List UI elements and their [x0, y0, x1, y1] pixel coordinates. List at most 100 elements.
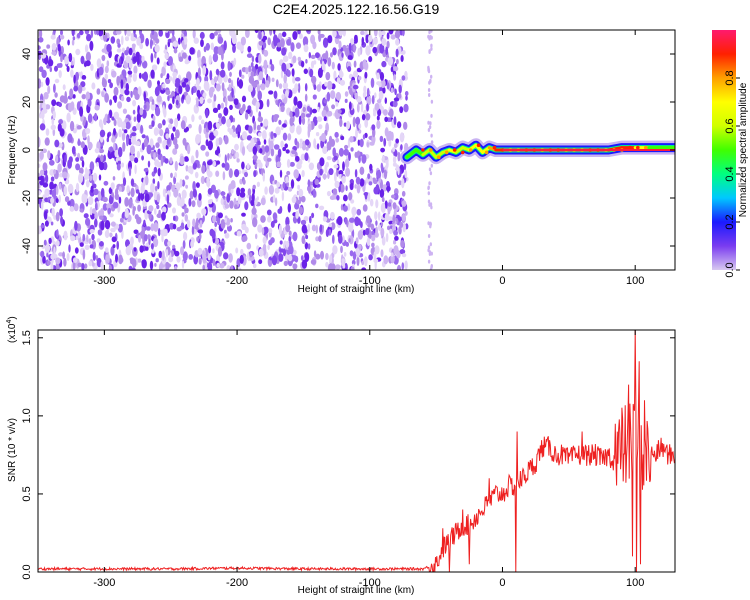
noise-blob — [337, 63, 341, 71]
noise-blob — [162, 104, 165, 115]
noise-blob — [252, 217, 258, 228]
noise-blob — [104, 220, 111, 230]
noise-blob — [284, 143, 289, 149]
noise-blob — [111, 70, 117, 78]
noise-blob — [110, 36, 116, 44]
noise-blob — [82, 233, 86, 242]
noise-blob — [167, 240, 172, 247]
noise-blob — [264, 186, 268, 195]
noise-blob — [153, 192, 157, 197]
noise-blob — [258, 54, 262, 64]
noise-blob — [326, 141, 332, 151]
noise-blob — [125, 82, 129, 92]
noise-blob — [63, 257, 67, 267]
noise-blob — [270, 148, 275, 157]
noise-blob — [221, 162, 226, 168]
noise-blob — [300, 112, 306, 119]
noise-blip — [428, 181, 431, 186]
noise-blob — [400, 144, 403, 151]
noise-blob — [96, 238, 101, 243]
noise-blob — [121, 133, 126, 141]
noise-blob — [246, 163, 250, 170]
noise-blob — [386, 82, 390, 90]
noise-blob — [356, 256, 360, 267]
noise-blob — [388, 216, 393, 221]
noise-blob — [334, 172, 337, 182]
noise-blob — [275, 79, 279, 88]
noise-blob — [355, 116, 361, 125]
noise-blob — [50, 176, 55, 182]
noise-blob — [388, 30, 394, 35]
noise-blob — [288, 51, 293, 60]
noise-blob — [282, 181, 286, 189]
noise-blob — [92, 183, 97, 189]
noise-blob — [223, 40, 227, 51]
noise-blob — [217, 137, 223, 146]
noise-blob — [218, 113, 222, 119]
noise-blob — [276, 161, 282, 168]
noise-blob — [212, 160, 216, 167]
snr-panel: -300 -200 -100 0 100 0.0 0.5 1.0 1.5 Height of s… — [6, 316, 676, 596]
noise-blob — [286, 69, 291, 77]
noise-blob — [262, 172, 265, 182]
noise-blob — [303, 44, 309, 53]
noise-blob — [291, 150, 297, 155]
noise-blob — [366, 215, 371, 224]
noise-blob — [199, 219, 203, 228]
noise-blob — [388, 138, 392, 147]
noise-blob — [339, 79, 346, 86]
noise-blob — [153, 152, 156, 161]
noise-blob — [228, 253, 233, 263]
noise-blob — [322, 216, 328, 222]
noise-blob — [157, 80, 160, 86]
noise-blob — [258, 259, 263, 265]
noise-blob — [158, 250, 163, 259]
noise-blob — [130, 135, 137, 145]
noise-blob — [45, 128, 50, 136]
noise-blob — [374, 245, 380, 255]
noise-blob — [273, 34, 278, 45]
noise-blob — [109, 99, 113, 106]
noise-blob — [40, 201, 44, 210]
noise-blob — [156, 57, 160, 65]
noise-blob — [195, 77, 200, 87]
noise-blob — [43, 210, 48, 220]
noise-blob — [110, 182, 115, 190]
noise-blob — [100, 220, 105, 231]
noise-blob — [215, 68, 220, 76]
noise-blob — [112, 244, 116, 249]
noise-blob — [209, 228, 215, 237]
noise-blob — [377, 108, 382, 117]
noise-blob — [330, 52, 333, 58]
noise-blob — [361, 260, 365, 266]
noise-blob — [66, 65, 70, 72]
noise-blob — [247, 84, 253, 93]
noise-blob — [91, 82, 96, 90]
signal-peak — [644, 145, 648, 150]
noise-blob — [309, 215, 312, 224]
noise-blob — [370, 223, 375, 230]
noise-blob — [146, 226, 151, 231]
noise-blob — [138, 234, 141, 243]
noise-blob — [79, 30, 84, 36]
noise-blob — [376, 120, 381, 130]
noise-blob — [399, 106, 404, 114]
noise-blob — [165, 263, 172, 268]
noise-blob — [161, 66, 166, 76]
noise-blob — [278, 32, 283, 40]
noise-blob — [380, 227, 385, 237]
noise-blob — [172, 41, 178, 47]
noise-blob — [322, 173, 327, 180]
noise-blob — [104, 92, 109, 103]
noise-blob — [287, 254, 293, 262]
noise-blob — [69, 198, 75, 209]
noise-blob — [162, 188, 166, 198]
noise-blob — [124, 197, 129, 207]
noise-blob — [240, 248, 244, 256]
noise-blob — [125, 55, 131, 64]
noise-blob — [115, 30, 122, 35]
noise-blob — [49, 159, 55, 166]
noise-blob — [126, 136, 129, 147]
noise-blob — [55, 154, 59, 164]
